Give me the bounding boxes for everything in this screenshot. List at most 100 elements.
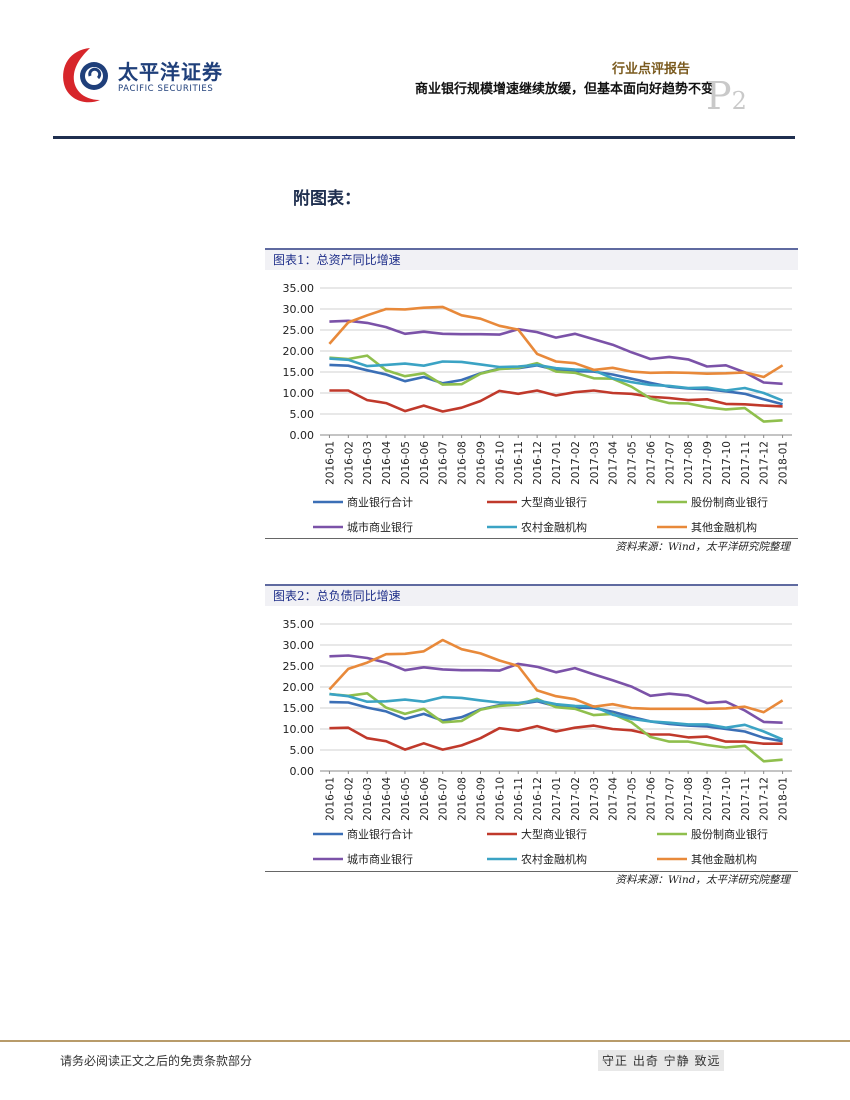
header-divider (53, 136, 795, 139)
figure-bottom-rule (265, 871, 798, 872)
legend-label: 大型商业银行 (521, 495, 587, 509)
line-chart-total-assets: 35.00 30.00 25.00 20.00 15.00 10.00 5.00 0.00 20… (283, 282, 792, 534)
x-tick-label: 2017-12 (759, 777, 771, 821)
x-tick-label: 2016-07 (438, 441, 450, 485)
legend-label: 城市商业银行 (347, 852, 413, 866)
x-tick-label: 2016-03 (362, 441, 374, 485)
x-tick-label: 2016-11 (513, 441, 525, 485)
x-tick-label: 2017-08 (683, 441, 695, 485)
legend-label: 股份制商业银行 (691, 827, 768, 841)
x-tick-label: 2016-01 (324, 441, 336, 485)
x-tick-label: 2017-03 (589, 441, 601, 485)
x-tick-label: 2016-10 (494, 777, 506, 821)
figure-title: 图表1：总资产同比增速 (273, 253, 401, 267)
y-tick-label: 10.00 (283, 723, 315, 736)
series-line (328, 305, 784, 379)
figure-title: 图表2：总负债同比增速 (273, 589, 401, 603)
series-line (329, 654, 783, 724)
series-line (329, 319, 783, 386)
x-tick-label: 2016-05 (400, 441, 412, 485)
y-tick-label: 5.00 (290, 744, 315, 757)
x-tick-label: 2016-08 (457, 441, 469, 485)
x-tick-label: 2017-05 (627, 777, 639, 821)
x-tick-label: 2016-07 (438, 777, 450, 821)
x-tick-label: 2016-09 (475, 777, 487, 821)
report-type: 行业点评报告 (611, 62, 690, 77)
company-logo: 太平洋证券 PACIFIC SECURITIES (60, 44, 230, 108)
line-chart-total-liabilities: 35.00 30.00 25.00 20.00 15.00 10.00 5.00 0.00 20… (283, 618, 792, 866)
x-tick-label: 2017-02 (570, 441, 582, 485)
x-tick-label: 2017-07 (664, 777, 676, 821)
footer-divider (0, 1040, 850, 1042)
figure-source: 资料来源：Wind，太平洋研究院整理 (615, 541, 790, 553)
x-tick-label: 2017-03 (589, 777, 601, 821)
legend-label: 商业银行合计 (347, 495, 413, 509)
x-tick-label: 2017-09 (702, 441, 714, 485)
figure-title-bar: 图表2：总负债同比增速 (265, 584, 798, 606)
legend-label: 其他金融机构 (691, 852, 757, 866)
y-tick-label: 15.00 (283, 366, 315, 379)
company-logo-icon (63, 48, 108, 103)
y-tick-label: 20.00 (283, 681, 315, 694)
y-tick-label: 0.00 (290, 765, 315, 778)
series-line (329, 363, 783, 406)
x-tick-label: 2016-12 (532, 777, 544, 821)
x-tick-label: 2017-08 (683, 777, 695, 821)
y-tick-label: 20.00 (283, 345, 315, 358)
y-tick-label: 25.00 (283, 660, 315, 673)
x-tick-label: 2017-07 (664, 441, 676, 485)
x-tick-label: 2017-04 (608, 777, 620, 821)
figure-bottom-rule (265, 538, 798, 539)
page-letter: P (706, 74, 732, 118)
legend-label: 股份制商业银行 (691, 495, 768, 509)
x-tick-label: 2017-06 (645, 777, 657, 821)
x-tick-label: 2017-11 (740, 777, 752, 821)
legend-label: 大型商业银行 (521, 827, 587, 841)
page-digit: 2 (731, 87, 747, 115)
series-line (329, 389, 783, 413)
legend-label: 农村金融机构 (521, 852, 587, 866)
y-tick-label: 30.00 (283, 639, 315, 652)
figure-title-bar: 图表1：总资产同比增速 (265, 248, 798, 270)
figure-source: 资料来源：Wind，太平洋研究院整理 (615, 874, 790, 886)
x-tick-label: 2016-02 (343, 441, 355, 485)
y-tick-label: 25.00 (283, 324, 315, 337)
y-tick-label: 10.00 (283, 387, 315, 400)
series-line (329, 354, 783, 423)
x-tick-label: 2018-01 (778, 441, 790, 485)
x-tick-label: 2016-06 (419, 441, 431, 485)
y-tick-label: 35.00 (283, 618, 315, 631)
footer-disclaimer: 请务必阅读正文之后的免责条款部分 (60, 1054, 253, 1068)
x-tick-label: 2018-01 (778, 777, 790, 821)
legend-label: 商业银行合计 (347, 827, 413, 841)
logo-chinese-name: 太平洋证券 (118, 60, 223, 84)
series-line (328, 638, 784, 714)
figure-total-liabilities: 图表2：总负债同比增速 35.00 30.00 25.00 20.00 15.00 10.… (265, 584, 798, 890)
report-title: 商业银行规模增速继续放缓，但基本面向好趋势不变 (414, 82, 714, 97)
x-tick-label: 2016-01 (324, 777, 336, 821)
x-tick-label: 2017-10 (721, 441, 733, 485)
x-tick-label: 2017-12 (759, 441, 771, 485)
y-tick-label: 35.00 (283, 282, 315, 295)
x-tick-label: 2017-04 (608, 441, 620, 485)
x-tick-label: 2016-10 (494, 441, 506, 485)
series-line (329, 724, 783, 751)
series-line (329, 357, 784, 402)
y-tick-label: 5.00 (290, 408, 315, 421)
x-tick-label: 2016-08 (457, 777, 469, 821)
footer-motto: 守正 出奇 宁静 致远 (598, 1050, 725, 1071)
x-tick-label: 2017-10 (721, 777, 733, 821)
x-tick-label: 2017-02 (570, 777, 582, 821)
x-tick-label: 2017-11 (740, 441, 752, 485)
appendix-heading: 附图表： (293, 189, 361, 209)
y-tick-label: 15.00 (283, 702, 315, 715)
x-tick-label: 2016-12 (532, 441, 544, 485)
page-number: P2 (706, 74, 747, 118)
series-line (329, 692, 783, 763)
y-tick-label: 0.00 (290, 429, 315, 442)
x-tick-label: 2017-09 (702, 777, 714, 821)
x-tick-label: 2016-11 (513, 777, 525, 821)
x-tick-label: 2016-06 (419, 777, 431, 821)
legend-label: 农村金融机构 (521, 520, 587, 534)
series-line (329, 692, 784, 741)
